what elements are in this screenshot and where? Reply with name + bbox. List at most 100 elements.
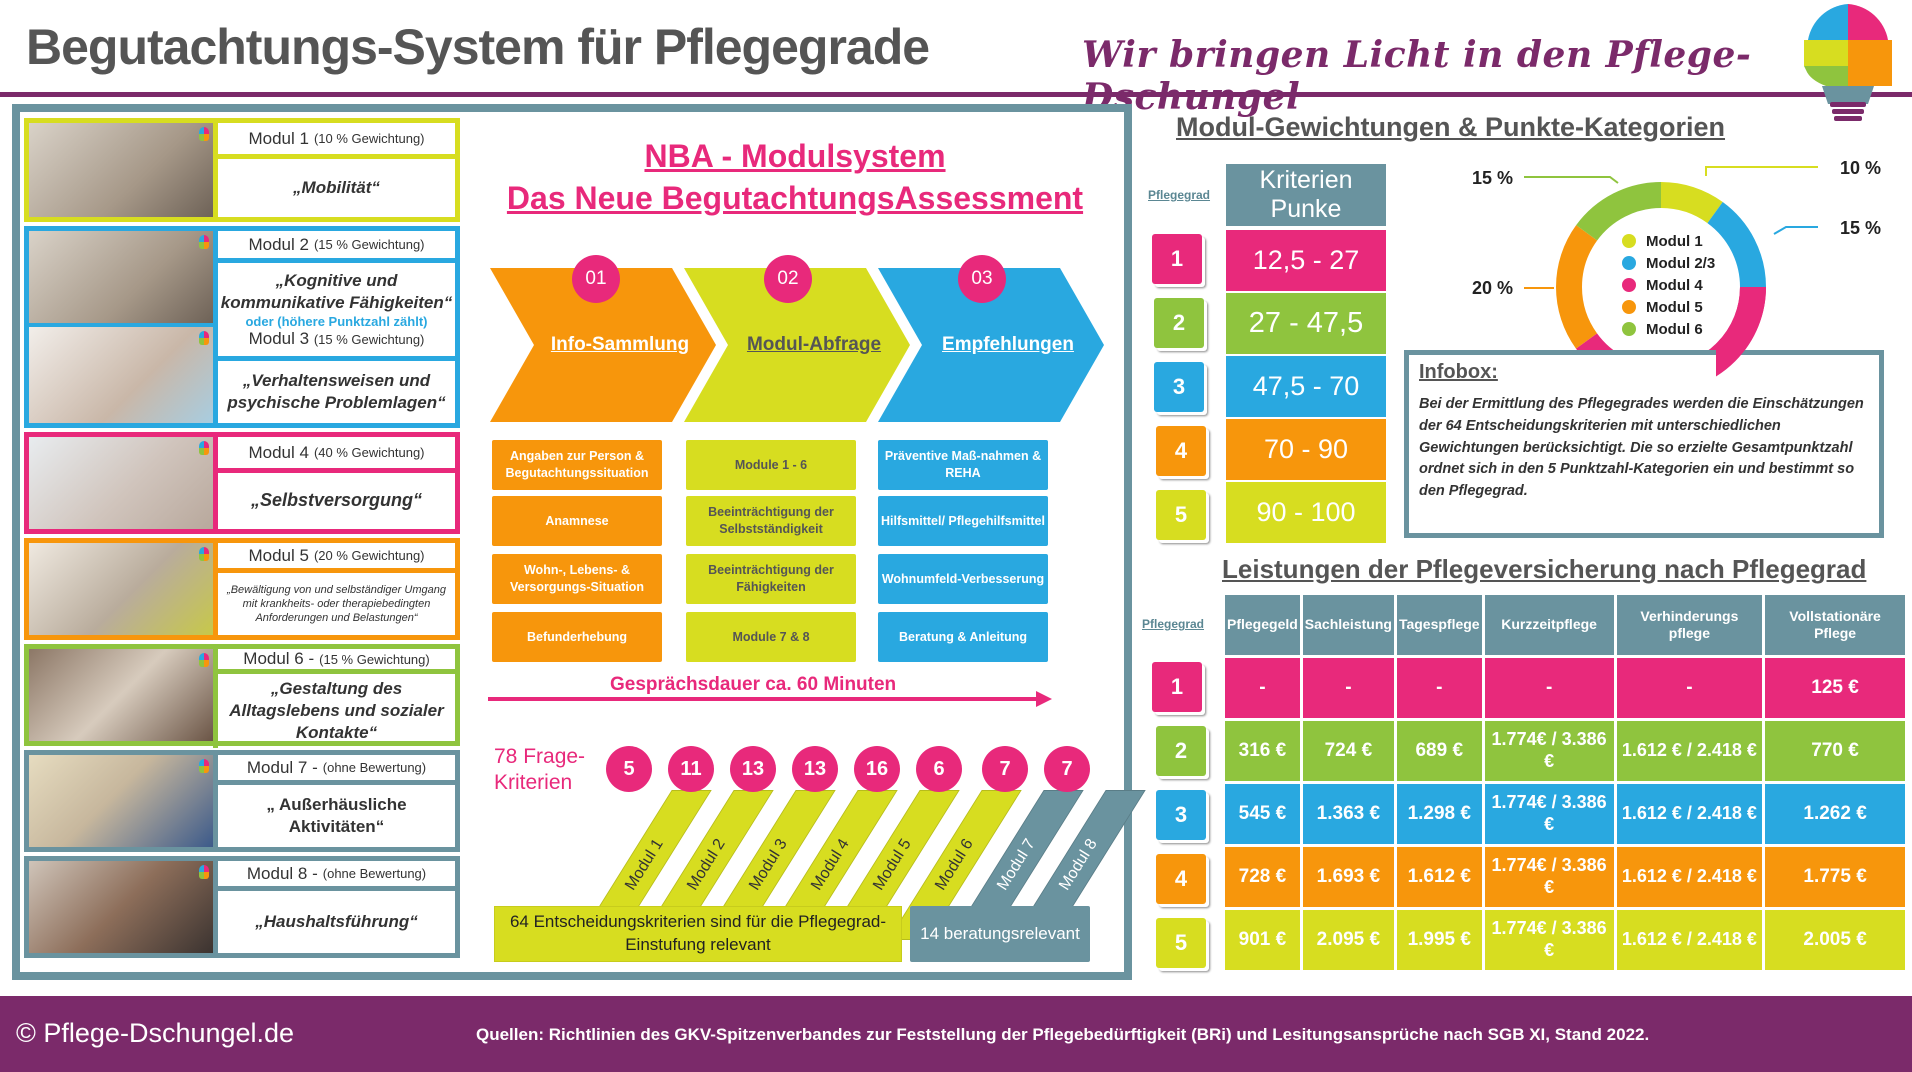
step-1-item: Angaben zur Person & Begutachtungssituat…: [492, 440, 662, 490]
module-4-photo: [29, 437, 213, 529]
criteria-count-5: 16: [854, 746, 900, 792]
legend-dot-icon: [1622, 278, 1636, 292]
bulb-icon: [199, 547, 209, 561]
column-header: Tagespflege: [1396, 595, 1482, 655]
table-cell: -: [1484, 658, 1614, 718]
step-3-item: Hilfsmittel/ Pflegehilfsmittel: [878, 496, 1048, 546]
step-1-item: Anamnese: [492, 496, 662, 546]
duration-label: Gesprächsdauer ca. 60 Minuten: [610, 674, 897, 695]
table-cell: 1.612 €: [1396, 847, 1482, 907]
module-card-1: Modul 1 (10 % Gewichtung) „Mobilität“: [24, 118, 460, 222]
step-2-number: 02: [764, 255, 812, 303]
criteria-count-4: 13: [792, 746, 838, 792]
pflegegrad-badge-2: 2: [1154, 298, 1204, 348]
step-3-label: Empfehlungen: [942, 333, 1074, 355]
bulb-icon: [199, 331, 209, 345]
pflegegrad-label: Pflegegrad: [1148, 188, 1211, 202]
benefit-grad-badge-2: 2: [1156, 726, 1206, 776]
column-header: Kurzzeitpflege: [1484, 595, 1614, 655]
benefit-grad-badge-5: 5: [1156, 918, 1206, 968]
table-cell: -: [1396, 658, 1482, 718]
donut-overlap-arc: [1716, 182, 1766, 392]
legend-dot-icon: [1622, 322, 1636, 336]
points-range-5: 90 - 100: [1226, 482, 1386, 543]
legend-item: Modul 5: [1622, 296, 1715, 318]
table-cell: 1.775 €: [1765, 847, 1905, 907]
module-card-7: Modul 7 - (ohne Bewertung) „ Außerhäuslic…: [24, 750, 460, 852]
module-card-2-3: Modul 2 (15 % Gewichtung) „Kognitive und …: [24, 226, 460, 428]
table-cell: 1.612 € / 2.418 €: [1616, 847, 1763, 907]
step-2-item: Beeinträchtigung der Selbstständigkeit: [686, 496, 856, 546]
column-header: Verhinderungs pflege: [1616, 595, 1763, 655]
table-cell: 2.005 €: [1765, 910, 1905, 970]
module-4-header: Modul 4 (40 % Gewichtung): [213, 437, 455, 473]
step-1-item: Wohn-, Lebens- & Versorgungs-Situation: [492, 554, 662, 604]
table-cell: 1.995 €: [1396, 910, 1482, 970]
criteria-count-2: 11: [668, 746, 714, 792]
criteria-points-header: Kriterien Punke: [1226, 164, 1386, 226]
module-card-5: Modul 5 (20 % Gewichtung) „Bewältigung vo…: [24, 538, 460, 640]
module-3-desc: „Verhaltensweisen und psychische Problem…: [213, 361, 455, 423]
step-1-label: Info-Sammlung: [550, 333, 690, 355]
legend-dot-icon: [1622, 300, 1636, 314]
points-range-3: 47,5 - 70: [1226, 356, 1386, 417]
step-3-item: Wohnumfeld-Verbesserung: [878, 554, 1048, 604]
module-6-header: Modul 6 - (15 % Gewichtung): [213, 649, 455, 674]
chevron-arrow-icon: [684, 268, 910, 422]
table-cell: -: [1302, 658, 1394, 718]
header-divider: [0, 92, 1912, 97]
module-8-desc: „Haushaltsführung“: [213, 891, 455, 953]
module-1-header: Modul 1 (10 % Gewichtung): [213, 123, 455, 159]
benefit-grad-badge-1: 1: [1152, 662, 1202, 712]
infobox-title: Infobox:: [1419, 361, 1498, 383]
module-5-photo: [29, 543, 213, 635]
legend-item: Modul 2/3: [1622, 252, 1715, 274]
legend-item: Modul 6: [1622, 318, 1715, 340]
bulb-icon: [199, 235, 209, 249]
step-1-chevron: Info-Sammlung: [490, 268, 720, 422]
table-row: 901 € 2.095 € 1.995 € 1.774€ / 3.386 € 1…: [1225, 910, 1905, 970]
bulb-icon: [199, 441, 209, 455]
pflegegrad-badge-1: 1: [1152, 234, 1202, 284]
arrow-head-icon: [1036, 691, 1052, 707]
benefit-grad-badge-4: 4: [1156, 854, 1206, 904]
table-row: - - - - - 125 €: [1225, 658, 1905, 718]
chart-label-modul5: 20 %: [1472, 278, 1514, 298]
module-5-desc: „Bewältigung von und selbständiger Umgan…: [213, 573, 455, 635]
bulb-icon: [199, 865, 209, 879]
sources-text: Quellen: Richtlinien des GKV-Spitzenverb…: [476, 1025, 1650, 1044]
pflegegrad-badge-5: 5: [1156, 490, 1206, 540]
module-7-header: Modul 7 - (ohne Bewertung): [213, 755, 455, 785]
bulb-icon: [199, 127, 209, 141]
table-cell: 1.774€ / 3.386 €: [1484, 847, 1614, 907]
module-card-4: Modul 4 (40 % Gewichtung) „Selbstversorgu…: [24, 432, 460, 534]
module-5-header: Modul 5 (20 % Gewichtung): [213, 543, 455, 573]
page-title: Begutachtungs-System für Pflegegrade: [26, 19, 930, 75]
chart-legend: Modul 1 Modul 2/3 Modul 4 Modul 5 Modul …: [1622, 230, 1715, 340]
table-cell: -: [1225, 658, 1300, 718]
chevron-arrow-icon: [878, 268, 1104, 422]
module-3-header: Modul 3 (15 % Gewichtung): [248, 329, 425, 349]
bulb-icon: [199, 759, 209, 773]
slogan: Wir bringen Licht in den Pflege-Dschunge…: [1082, 34, 1752, 118]
chart-label-modul1: 10 %: [1840, 158, 1882, 178]
step-3-item: Beratung & Anleitung: [878, 612, 1048, 662]
nba-title: NBA - Modulsystem Das Neue Begutachtungs…: [506, 138, 1084, 216]
puzzle-lightbulb-icon: [1804, 4, 1892, 121]
module-1-photo: [29, 123, 213, 217]
points-range-2: 27 - 47,5: [1226, 293, 1386, 354]
table-cell: -: [1616, 658, 1763, 718]
table-cell: 1.774€ / 3.386 €: [1484, 721, 1614, 781]
criteria-count-6: 6: [916, 746, 962, 792]
chart-label-modul6: 15 %: [1472, 168, 1514, 188]
step-3-number: 03: [958, 255, 1006, 303]
step-3-item: Präventive Maß-nahmen & REHA: [878, 440, 1048, 490]
copyright-link[interactable]: © Pflege-Dschungel.de: [16, 1018, 295, 1048]
table-cell: 770 €: [1765, 721, 1905, 781]
module-8-header: Modul 8 - (ohne Bewertung): [213, 861, 455, 891]
table-cell: 1.774€ / 3.386 €: [1484, 910, 1614, 970]
step-2-chevron: Modul-Abfrage: [684, 268, 914, 422]
footer-bar: [0, 996, 1912, 1072]
module-2-header: Modul 2 (15 % Gewichtung): [213, 231, 455, 263]
benefits-table: Pflegegeld Sachleistung Tagespflege Kurz…: [1222, 592, 1908, 973]
